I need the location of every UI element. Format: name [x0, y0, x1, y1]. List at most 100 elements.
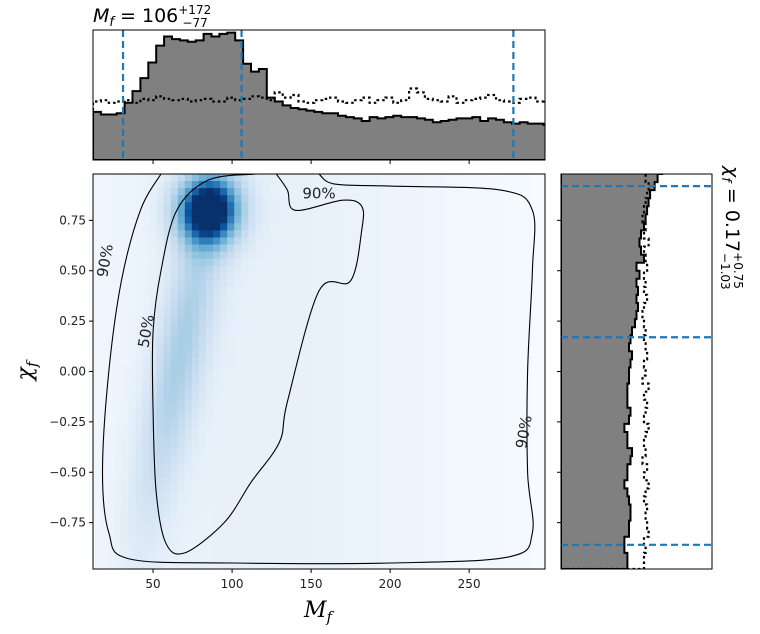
heatmap-cell — [191, 315, 200, 323]
heatmap-cell — [227, 364, 235, 373]
heatmap-cell — [114, 434, 122, 443]
heatmap-cell — [135, 526, 144, 535]
heatmap-cell — [93, 456, 101, 464]
heatmap-cell — [453, 392, 461, 401]
heatmap-cell — [234, 561, 242, 569]
heatmap-cell — [382, 427, 391, 436]
heatmap-cell — [241, 484, 249, 493]
heatmap-cell — [368, 272, 377, 281]
heatmap-cell — [326, 554, 334, 563]
heatmap-cell — [439, 420, 447, 429]
heatmap-cell — [446, 286, 454, 295]
heatmap-cell — [481, 237, 490, 246]
heatmap-cell — [142, 188, 151, 196]
heatmap-cell — [135, 406, 144, 415]
heatmap-cell — [446, 406, 454, 415]
heatmap-cell — [297, 505, 306, 514]
density-heatmap — [93, 174, 532, 569]
heatmap-cell — [128, 519, 136, 528]
heatmap-cell — [220, 223, 228, 232]
heatmap-cell — [502, 265, 511, 274]
heatmap-cell — [227, 188, 235, 196]
heatmap-cell — [368, 209, 377, 217]
heatmap-cell — [375, 223, 384, 232]
heatmap-cell — [262, 251, 271, 260]
heatmap-cell — [128, 385, 136, 394]
heatmap-cell — [382, 463, 391, 471]
heatmap-cell — [439, 561, 447, 569]
heatmap-cell — [220, 343, 228, 351]
heatmap-cell — [170, 188, 179, 196]
heatmap-cell — [453, 526, 461, 535]
heatmap-cell — [114, 526, 122, 535]
heatmap-cell — [311, 265, 320, 274]
heatmap-cell — [304, 350, 313, 358]
heatmap-cell — [241, 385, 249, 394]
heatmap-cell — [163, 456, 172, 464]
heatmap-cell — [417, 547, 426, 556]
heatmap-cell — [453, 385, 461, 394]
heatmap-cell — [509, 526, 518, 535]
heatmap-cell — [474, 554, 483, 563]
heatmap-cell — [297, 540, 306, 549]
heatmap-cell — [128, 406, 136, 415]
heatmap-cell — [191, 322, 200, 330]
heatmap-cell — [93, 484, 101, 493]
heatmap-cell — [100, 293, 108, 302]
heatmap-cell — [467, 547, 475, 556]
top-frame — [92, 29, 546, 161]
heatmap-cell — [516, 223, 525, 232]
heatmap-cell — [424, 477, 433, 485]
heatmap-cell — [269, 293, 278, 302]
heatmap-cell — [368, 300, 377, 309]
heatmap-cell — [114, 498, 122, 507]
heatmap-cell — [297, 399, 306, 408]
heatmap-cell — [424, 181, 433, 189]
heatmap-cell — [460, 322, 468, 330]
heatmap-cell — [417, 519, 426, 528]
heatmap-cell — [417, 195, 426, 203]
heatmap-cell — [177, 293, 186, 302]
heatmap-cell — [283, 230, 292, 239]
heatmap-cell — [361, 420, 370, 429]
heatmap-cell — [149, 230, 158, 239]
heatmap-cell — [375, 244, 384, 253]
heatmap-cell — [368, 470, 377, 478]
heatmap-cell — [361, 364, 370, 373]
heatmap-cell — [446, 308, 454, 316]
heatmap-cell — [241, 399, 249, 408]
heatmap-cell — [100, 385, 108, 394]
heatmap-cell — [488, 343, 497, 351]
heatmap-cell — [290, 484, 299, 493]
heatmap-cell — [297, 554, 306, 563]
heatmap-cell — [495, 195, 504, 203]
heatmap-cell — [403, 484, 412, 493]
heatmap-cell — [488, 477, 497, 485]
heatmap-cell — [227, 202, 235, 210]
heatmap-cell — [432, 533, 440, 542]
heatmap-cell — [213, 209, 221, 217]
heatmap-cell — [361, 371, 370, 380]
heatmap-cell — [163, 244, 172, 253]
heatmap-cell — [100, 406, 108, 415]
heatmap-cell — [121, 484, 129, 493]
heatmap-cell — [177, 449, 186, 457]
heatmap-cell — [424, 223, 433, 232]
heatmap-cell — [382, 392, 391, 401]
heatmap-cell — [326, 540, 334, 549]
heatmap-cell — [509, 385, 518, 394]
heatmap-cell — [290, 265, 299, 274]
heatmap-cell — [276, 540, 285, 549]
heatmap-cell — [191, 449, 200, 457]
heatmap-cell — [128, 265, 136, 274]
heatmap-cell — [191, 399, 200, 408]
heatmap-cell — [432, 519, 440, 528]
heatmap-cell — [241, 181, 249, 189]
heatmap-cell — [368, 505, 377, 514]
heatmap-cell — [170, 336, 179, 344]
heatmap-cell — [361, 300, 370, 309]
heatmap-cell — [156, 308, 165, 316]
heatmap-cell — [375, 357, 384, 366]
heatmap-cell — [248, 202, 257, 210]
heatmap-cell — [460, 209, 468, 217]
